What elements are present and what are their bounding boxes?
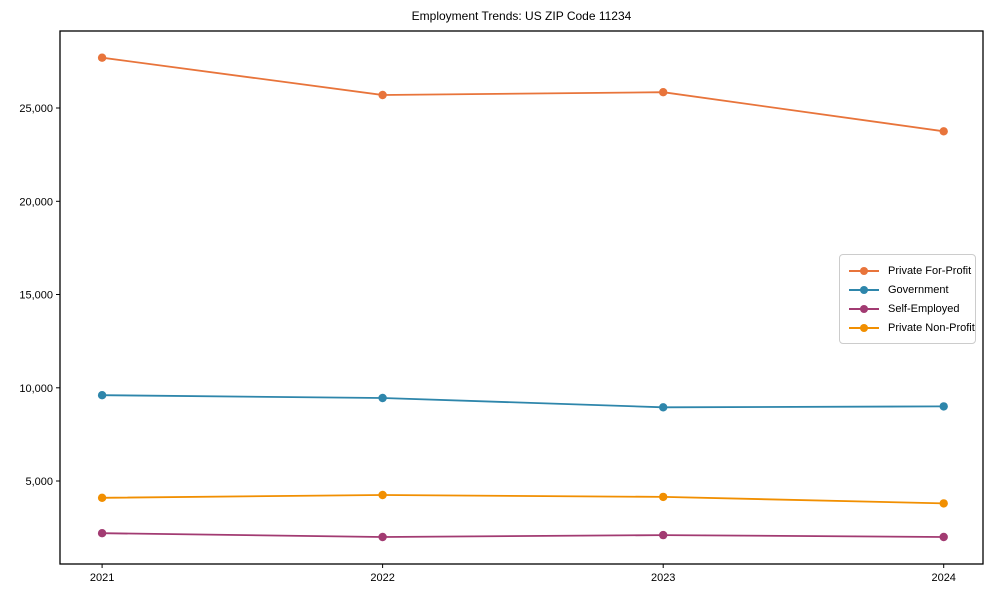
data-point [939, 532, 948, 542]
data-point [378, 532, 387, 542]
legend-marker-icon [849, 285, 879, 295]
series-private-non-profit [97, 490, 948, 508]
data-point [378, 393, 387, 403]
y-axis: 5,000 10,000 15,000 20,000 25,000 [19, 103, 60, 488]
legend-item-private-non-profit: Private Non-Profit [849, 319, 975, 336]
data-point [939, 499, 948, 508]
data-point [97, 53, 107, 62]
series-private-for-profit [97, 53, 948, 136]
legend-marker-icon [849, 304, 879, 314]
legend-label: Self-Employed [888, 302, 960, 315]
legend-marker-icon [849, 323, 879, 333]
x-tick-label: 2021 [90, 572, 114, 584]
legend-label: Government [888, 283, 949, 296]
data-point [97, 391, 107, 400]
legend-item-self-employed: Self-Employed [849, 300, 966, 317]
x-tick-label: 2022 [370, 572, 394, 584]
x-tick-label: 2023 [651, 572, 675, 584]
y-tick-label: 25,000 [19, 103, 53, 115]
data-point [659, 492, 668, 502]
legend-item-private-for-profit: Private For-Profit [849, 262, 971, 279]
legend-item-government: Government [849, 281, 966, 298]
y-tick-label: 15,000 [19, 290, 53, 302]
legend-marker-icon [849, 266, 879, 276]
x-axis: 2021 2022 2023 2024 [90, 564, 956, 584]
data-point [378, 490, 387, 500]
data-point [659, 88, 668, 97]
data-point [97, 493, 107, 502]
data-point [659, 403, 668, 412]
data-point [939, 127, 948, 136]
data-point [659, 530, 668, 540]
data-point [378, 90, 387, 100]
x-tick-label: 2024 [931, 572, 955, 584]
legend-label: Private Non-Profit [888, 321, 975, 334]
data-point [939, 402, 948, 411]
series-self-employed [97, 529, 948, 542]
y-tick-label: 10,000 [19, 383, 53, 395]
data-point [97, 529, 107, 538]
legend: Private For-Profit Government Self-Employe… [839, 254, 976, 344]
y-tick-label: 5,000 [25, 476, 53, 488]
legend-label: Private For-Profit [888, 264, 972, 277]
y-tick-label: 20,000 [19, 196, 53, 208]
series-government [97, 391, 948, 412]
plot-frame [59, 30, 984, 565]
chart-title: Employment Trends: US ZIP Code 11234 [411, 9, 632, 23]
